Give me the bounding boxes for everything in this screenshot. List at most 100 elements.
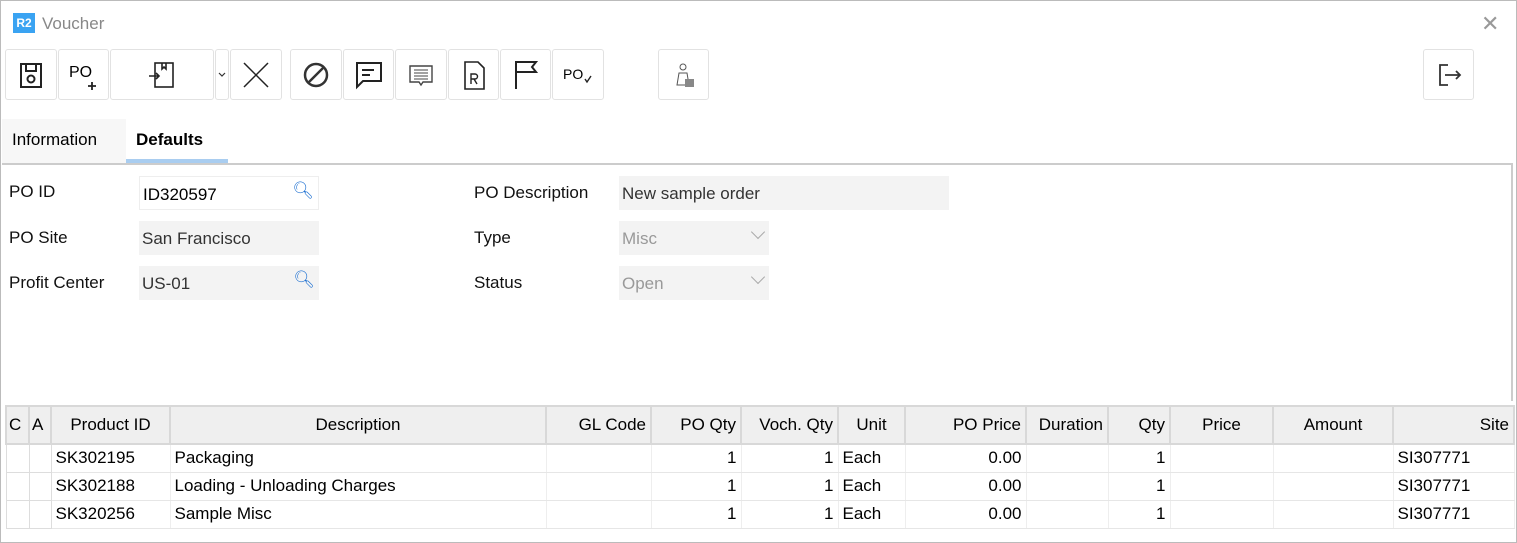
column-header[interactable]: Unit <box>837 405 906 445</box>
column-header[interactable]: Price <box>1169 405 1274 445</box>
column-header[interactable]: Voch. Qty <box>740 405 839 445</box>
app-logo: R2 <box>13 13 35 33</box>
cell-qty[interactable]: 1 <box>1108 472 1171 501</box>
cell-voch-qty[interactable]: 1 <box>741 444 839 473</box>
import-icon <box>149 61 174 88</box>
cell-qty[interactable]: 1 <box>1108 500 1171 529</box>
cell-voch-qty[interactable]: 1 <box>741 500 839 529</box>
profit-center-value: US-01 <box>142 274 191 293</box>
cell-description[interactable]: Packaging <box>170 444 547 473</box>
row-checkbox[interactable] <box>28 499 52 529</box>
column-header[interactable]: Description <box>169 405 547 445</box>
close-icon[interactable]: ✕ <box>1481 11 1500 36</box>
save-button[interactable] <box>5 49 57 100</box>
cell-gl-code[interactable] <box>546 472 652 501</box>
note-button[interactable] <box>395 49 447 100</box>
cell-po-qty[interactable]: 1 <box>651 500 742 529</box>
grid-header: C A Product ID Description GL Code PO Qty Voch… <box>5 405 1515 445</box>
table-row[interactable]: SK302195 Packaging 1 1 Each 0.00 1 SI307771 <box>5 443 1515 473</box>
po-site-label: PO Site <box>9 228 68 247</box>
type-label: Type <box>474 228 511 247</box>
profit-center-field[interactable]: US-01 🔍︎ <box>139 266 319 300</box>
search-icon[interactable]: 🔍︎ <box>292 181 314 200</box>
cell-unit[interactable]: Each <box>838 500 906 529</box>
import-button[interactable] <box>110 49 214 100</box>
user-database-button[interactable] <box>658 49 709 100</box>
user-database-icon <box>675 63 694 87</box>
cell-po-price[interactable]: 0.00 <box>905 444 1027 473</box>
cell-qty[interactable]: 1 <box>1108 444 1171 473</box>
cell-amount[interactable] <box>1273 472 1394 501</box>
po-site-field[interactable]: San Francisco <box>139 221 319 255</box>
column-header[interactable]: Qty <box>1107 405 1171 445</box>
tab-information[interactable]: Information <box>2 119 126 163</box>
column-header[interactable]: PO Qty <box>650 405 742 445</box>
report-button[interactable] <box>448 49 499 100</box>
cell-duration[interactable] <box>1026 500 1109 529</box>
cell-description[interactable]: Loading - Unloading Charges <box>170 472 547 501</box>
cell-amount[interactable] <box>1273 444 1394 473</box>
cell-product-id[interactable]: SK320256 <box>51 500 171 529</box>
cell-gl-code[interactable] <box>546 500 652 529</box>
column-header[interactable]: Duration <box>1025 405 1109 445</box>
defaults-panel <box>2 163 1513 401</box>
cell-description[interactable]: Sample Misc <box>170 500 547 529</box>
add-po-button[interactable]: PO <box>58 49 109 100</box>
row-checkbox[interactable] <box>5 499 30 529</box>
cell-voch-qty[interactable]: 1 <box>741 472 839 501</box>
profit-center-label: Profit Center <box>9 273 105 292</box>
delete-button[interactable] <box>230 49 282 100</box>
save-icon <box>20 62 42 88</box>
comment-icon <box>355 61 382 89</box>
column-header[interactable]: Site <box>1392 405 1515 445</box>
row-checkbox[interactable] <box>28 443 52 473</box>
cell-site[interactable]: SI307771 <box>1393 500 1515 529</box>
cell-site[interactable]: SI307771 <box>1393 472 1515 501</box>
cell-unit[interactable]: Each <box>838 444 906 473</box>
column-header[interactable]: A <box>28 405 52 445</box>
search-icon[interactable]: 🔍︎ <box>293 270 315 289</box>
row-checkbox[interactable] <box>5 471 30 501</box>
cell-duration[interactable] <box>1026 472 1109 501</box>
status-select[interactable]: Open <box>619 266 769 300</box>
cell-price[interactable] <box>1170 472 1274 501</box>
cell-po-price[interactable]: 0.00 <box>905 472 1027 501</box>
cell-price[interactable] <box>1170 444 1274 473</box>
column-header[interactable]: GL Code <box>545 405 652 445</box>
po-check-button[interactable]: PO <box>552 49 604 100</box>
cell-amount[interactable] <box>1273 500 1394 529</box>
cell-duration[interactable] <box>1026 444 1109 473</box>
cell-po-qty[interactable]: 1 <box>651 444 742 473</box>
type-select[interactable]: Misc <box>619 221 769 255</box>
cell-product-id[interactable]: SK302188 <box>51 472 171 501</box>
column-header[interactable]: PO Price <box>904 405 1027 445</box>
row-checkbox[interactable] <box>5 443 30 473</box>
column-header[interactable]: Amount <box>1272 405 1394 445</box>
status-label: Status <box>474 273 523 292</box>
flag-button[interactable] <box>500 49 551 100</box>
cell-po-price[interactable]: 0.00 <box>905 500 1027 529</box>
cell-po-qty[interactable]: 1 <box>651 472 742 501</box>
x-icon <box>243 61 269 88</box>
cell-site[interactable]: SI307771 <box>1393 444 1515 473</box>
po-id-label: PO ID <box>9 182 56 201</box>
cell-product-id[interactable]: SK302195 <box>51 444 171 473</box>
po-id-value: ID320597 <box>143 185 217 204</box>
cell-gl-code[interactable] <box>546 444 652 473</box>
row-checkbox[interactable] <box>28 471 52 501</box>
cell-unit[interactable]: Each <box>838 472 906 501</box>
column-header[interactable]: C <box>5 405 30 445</box>
void-button[interactable] <box>290 49 342 100</box>
comment-button[interactable] <box>343 49 394 100</box>
cell-price[interactable] <box>1170 500 1274 529</box>
column-header[interactable]: Product ID <box>50 405 171 445</box>
table-row[interactable]: SK302188 Loading - Unloading Charges 1 1 Eac… <box>5 471 1515 501</box>
po-id-field[interactable]: ID320597 🔍︎ <box>139 176 319 210</box>
tab-defaults[interactable]: Defaults <box>126 119 228 163</box>
import-dropdown[interactable] <box>215 49 229 100</box>
exit-button[interactable] <box>1423 49 1474 100</box>
type-value: Misc <box>622 229 657 248</box>
po-description-field[interactable]: New sample order <box>619 176 949 210</box>
table-row[interactable]: SK320256 Sample Misc 1 1 Each 0.00 1 SI307771 <box>5 499 1515 529</box>
po-description-label: PO Description <box>474 183 589 202</box>
